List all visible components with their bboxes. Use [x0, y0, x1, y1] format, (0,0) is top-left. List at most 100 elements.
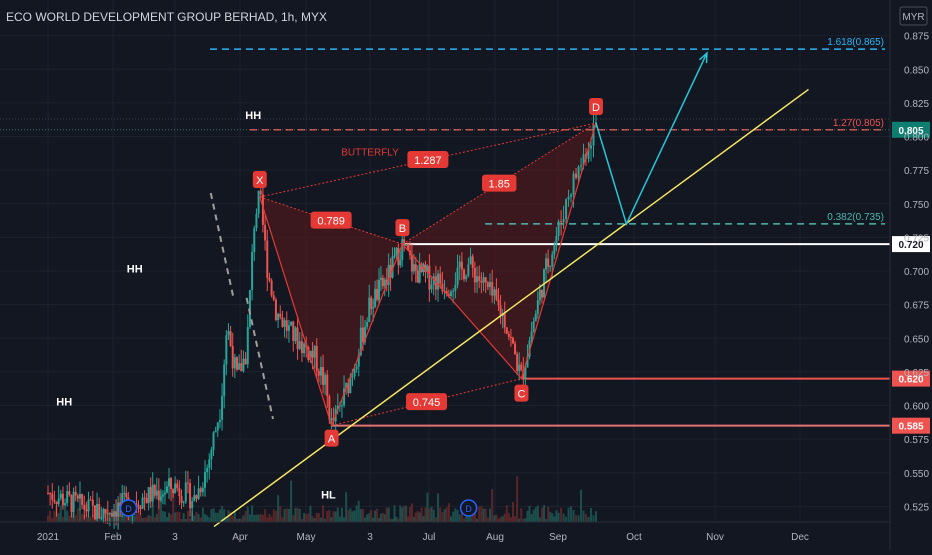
currency-badge-box[interactable]: [899, 6, 928, 26]
currency-badge[interactable]: MYR: [902, 12, 924, 23]
ratio-label: 1.287: [414, 155, 442, 167]
volume-bar: [139, 515, 142, 522]
volume-bar: [372, 517, 375, 522]
candle-body: [149, 487, 152, 502]
candle-body: [412, 264, 415, 272]
volume-bar: [281, 517, 284, 522]
candle-body: [372, 307, 375, 309]
guide-stroke: [245, 297, 274, 420]
volume-bar: [547, 506, 550, 522]
candle-body: [522, 370, 525, 380]
candle-body: [397, 247, 400, 266]
volume-bar: [526, 510, 529, 522]
pattern-leg[interactable]: [331, 243, 404, 426]
candle-body: [420, 263, 423, 272]
volume-bar: [89, 516, 92, 522]
ratio-box[interactable]: [406, 393, 448, 411]
candle-body: [385, 279, 388, 286]
volume-bar: [182, 512, 185, 522]
dividend-marker[interactable]: [119, 499, 138, 517]
volume-bar: [585, 513, 588, 522]
pattern-leg[interactable]: [259, 196, 333, 426]
volume-bar: [322, 505, 325, 522]
candle-body: [480, 280, 483, 283]
pattern-point-box[interactable]: [324, 429, 339, 447]
pattern-leg[interactable]: [520, 122, 597, 379]
candle-body: [590, 145, 593, 149]
volume-bar: [416, 510, 419, 522]
ratio-box[interactable]: [407, 151, 449, 169]
volume-bar: [424, 507, 427, 522]
volume-bar: [430, 506, 433, 522]
time-tick-label: Apr: [232, 532, 248, 543]
volume-bar: [493, 515, 496, 522]
volume-bar: [210, 509, 213, 522]
candle-body: [182, 501, 185, 503]
pattern-point-box[interactable]: [395, 219, 410, 237]
volume-bar: [279, 506, 282, 522]
volume-bar: [155, 514, 158, 522]
candle-body: [505, 327, 508, 334]
volume-bar: [172, 489, 175, 522]
volume-bar: [486, 517, 489, 522]
candle-body: [199, 488, 202, 493]
ratio-box[interactable]: [310, 211, 352, 229]
volume-bar: [467, 516, 470, 522]
pattern-point-box[interactable]: [589, 98, 603, 116]
candle-body: [551, 254, 554, 267]
volume-bar: [292, 515, 295, 522]
volume-bar: [505, 505, 508, 522]
candle-body: [66, 491, 69, 504]
volume-bar: [270, 516, 273, 522]
volume-bar: [482, 508, 485, 522]
candle-body: [178, 488, 181, 497]
volume-bar: [208, 517, 211, 522]
pattern-leg[interactable]: [402, 243, 522, 379]
candle-body: [439, 273, 442, 284]
volume-bar: [59, 505, 62, 522]
candle-body: [383, 279, 386, 287]
volume-bar: [454, 508, 457, 522]
time-tick-label: Jul: [423, 532, 436, 543]
candle-body: [61, 493, 64, 506]
candle-body: [512, 337, 514, 344]
volume-bar: [303, 512, 306, 522]
pattern-ratio-line: [259, 196, 403, 245]
volume-bar: [307, 513, 310, 522]
volume-bar: [244, 511, 247, 522]
candle-body: [115, 511, 118, 517]
volume-bar: [387, 507, 390, 522]
volume-bar: [343, 517, 346, 522]
volume-bar: [266, 517, 269, 522]
candle-body: [106, 513, 109, 515]
candle-body: [379, 277, 382, 280]
candle-body: [193, 495, 196, 502]
volume-bar: [397, 518, 400, 522]
trendline[interactable]: [213, 88, 809, 528]
volume-bar: [214, 512, 217, 522]
pattern-point-box[interactable]: [514, 384, 529, 402]
candle-body: [530, 331, 533, 341]
candle-body: [76, 495, 79, 499]
candle-body: [514, 343, 517, 355]
volume-bar: [143, 517, 146, 522]
candle-body: [296, 327, 299, 349]
volume-bar: [587, 516, 590, 522]
candle-body: [405, 243, 408, 246]
volume-bar: [257, 514, 260, 522]
volume-bar: [174, 512, 177, 522]
candle-body: [261, 194, 264, 225]
candle-body: [51, 493, 54, 500]
candle-body: [562, 219, 565, 223]
projection-path[interactable]: [595, 52, 708, 227]
price-tag-box: [892, 417, 930, 434]
volume-bar: [133, 515, 136, 522]
dividend-marker[interactable]: [459, 499, 478, 517]
pattern-point-box[interactable]: [252, 171, 267, 189]
ratio-box[interactable]: [482, 174, 517, 192]
volume-bar: [283, 509, 286, 522]
volume-bar: [385, 507, 388, 522]
candle-body: [210, 449, 213, 460]
pattern-triangle-bcd: [402, 123, 596, 379]
